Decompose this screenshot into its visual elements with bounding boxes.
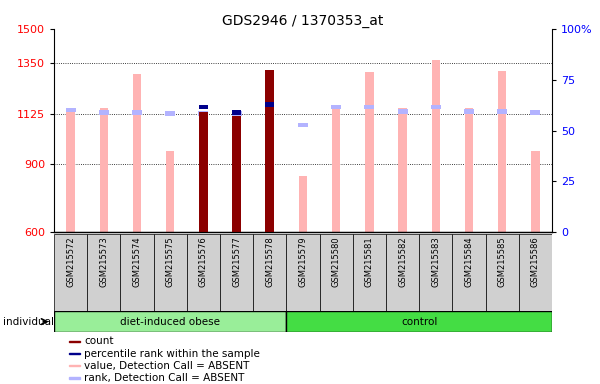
Bar — [132, 110, 142, 115]
Bar — [286, 234, 320, 311]
Bar — [69, 377, 80, 379]
Text: individual: individual — [3, 316, 54, 327]
Bar — [465, 108, 473, 232]
Bar — [69, 353, 80, 354]
Bar — [531, 151, 539, 232]
Bar — [398, 109, 407, 114]
Bar — [299, 176, 307, 232]
Bar — [431, 60, 440, 232]
Bar — [431, 104, 441, 109]
Text: GSM215586: GSM215586 — [531, 237, 540, 287]
Bar — [166, 151, 175, 232]
Text: GSM215582: GSM215582 — [398, 237, 407, 287]
Bar — [253, 234, 286, 311]
Bar — [485, 234, 519, 311]
Bar — [154, 234, 187, 311]
Bar — [69, 341, 80, 342]
Bar — [121, 234, 154, 311]
Bar — [232, 111, 242, 116]
Bar — [67, 108, 75, 232]
Text: rank, Detection Call = ABSENT: rank, Detection Call = ABSENT — [84, 373, 244, 383]
Bar — [364, 104, 374, 109]
Text: GSM215576: GSM215576 — [199, 237, 208, 287]
Text: GSM215580: GSM215580 — [332, 237, 341, 287]
Bar — [199, 104, 208, 109]
Bar — [464, 109, 474, 114]
Text: value, Detection Call = ABSENT: value, Detection Call = ABSENT — [84, 361, 249, 371]
Text: GSM215584: GSM215584 — [464, 237, 473, 287]
Bar — [220, 234, 253, 311]
Bar — [530, 110, 541, 115]
Bar — [232, 116, 241, 232]
Text: GSM215585: GSM215585 — [498, 237, 507, 287]
Bar — [65, 108, 76, 113]
Bar — [452, 234, 485, 311]
Bar — [386, 234, 419, 311]
Bar — [87, 234, 121, 311]
Bar — [265, 70, 274, 232]
Bar — [199, 113, 208, 232]
Bar — [199, 111, 208, 116]
Bar — [54, 311, 286, 332]
Bar — [187, 234, 220, 311]
Text: GSM215574: GSM215574 — [133, 237, 142, 287]
Bar — [266, 70, 274, 232]
Bar — [365, 72, 374, 232]
Bar — [298, 122, 308, 127]
Text: GSM215579: GSM215579 — [299, 237, 308, 287]
Bar — [69, 365, 80, 366]
Text: GSM215572: GSM215572 — [66, 237, 75, 287]
Bar — [99, 110, 109, 115]
Bar — [419, 234, 452, 311]
Bar — [497, 109, 507, 114]
Text: GSM215578: GSM215578 — [265, 237, 274, 287]
Bar — [54, 234, 87, 311]
Bar — [232, 119, 241, 232]
Text: percentile rank within the sample: percentile rank within the sample — [84, 349, 260, 359]
Text: GSM215583: GSM215583 — [431, 237, 440, 287]
Bar — [286, 311, 552, 332]
Text: GSM215577: GSM215577 — [232, 237, 241, 287]
Bar — [320, 234, 353, 311]
Title: GDS2946 / 1370353_at: GDS2946 / 1370353_at — [223, 14, 383, 28]
Bar — [265, 102, 274, 107]
Bar — [133, 74, 141, 232]
Bar — [332, 107, 340, 232]
Bar — [331, 104, 341, 109]
Bar — [353, 234, 386, 311]
Bar — [498, 71, 506, 232]
Text: GSM215581: GSM215581 — [365, 237, 374, 287]
Text: control: control — [401, 316, 437, 327]
Bar — [100, 108, 108, 232]
Bar — [519, 234, 552, 311]
Bar — [398, 108, 407, 232]
Bar — [165, 111, 175, 116]
Text: GSM215573: GSM215573 — [100, 237, 108, 287]
Text: count: count — [84, 336, 113, 346]
Bar — [232, 110, 241, 115]
Text: diet-induced obese: diet-induced obese — [120, 316, 220, 327]
Text: GSM215575: GSM215575 — [166, 237, 175, 287]
